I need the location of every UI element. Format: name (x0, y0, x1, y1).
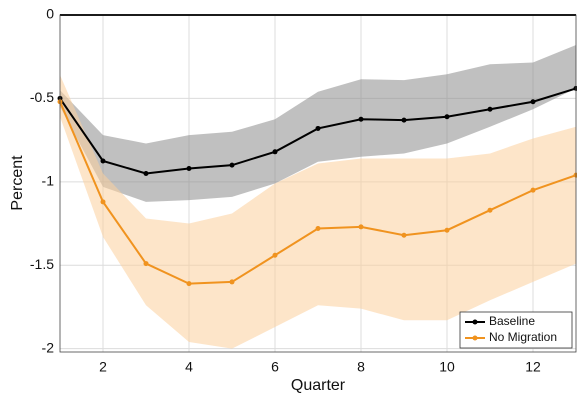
data-point (358, 224, 364, 230)
y-tick-label: -1 (42, 173, 55, 189)
data-point (272, 149, 278, 155)
legend-marker (472, 319, 478, 325)
data-point (272, 252, 278, 258)
y-tick-label: 0 (46, 6, 54, 22)
confidence-band (60, 45, 576, 202)
data-point (315, 125, 321, 131)
data-point (186, 281, 192, 287)
data-point (444, 227, 450, 233)
legend-label: Baseline (489, 314, 535, 328)
data-point (229, 279, 235, 285)
y-tick-label: -2 (42, 339, 55, 355)
x-tick-label: 8 (357, 359, 365, 375)
x-axis-title: Quarter (291, 377, 346, 394)
data-point (100, 158, 106, 164)
legend: Baseline No Migration (459, 311, 573, 349)
data-point (100, 199, 106, 205)
legend-marker (472, 335, 478, 341)
data-point (143, 261, 149, 267)
data-point (229, 162, 235, 168)
x-tick-label: 4 (185, 359, 193, 375)
data-point (143, 170, 149, 176)
x-tick-label: 10 (439, 359, 455, 375)
data-point (530, 99, 536, 105)
data-point (315, 226, 321, 232)
data-point (186, 165, 192, 171)
x-tick-label: 12 (525, 359, 541, 375)
data-point (444, 114, 450, 120)
y-axis-title: Percent (9, 155, 26, 211)
y-tick-label: -0.5 (30, 89, 54, 105)
plot-frame (59, 14, 577, 353)
data-point (401, 232, 407, 238)
y-tick-label: -1.5 (30, 256, 54, 272)
data-point (487, 106, 493, 112)
data-point (487, 207, 493, 213)
legend-label: No Migration (489, 330, 557, 344)
x-tick-label: 2 (99, 359, 107, 375)
data-point (401, 117, 407, 123)
data-point (530, 187, 536, 193)
data-point (358, 116, 364, 122)
confidence-band (60, 75, 576, 349)
x-tick-label: 6 (271, 359, 279, 375)
legend-box (459, 311, 573, 349)
